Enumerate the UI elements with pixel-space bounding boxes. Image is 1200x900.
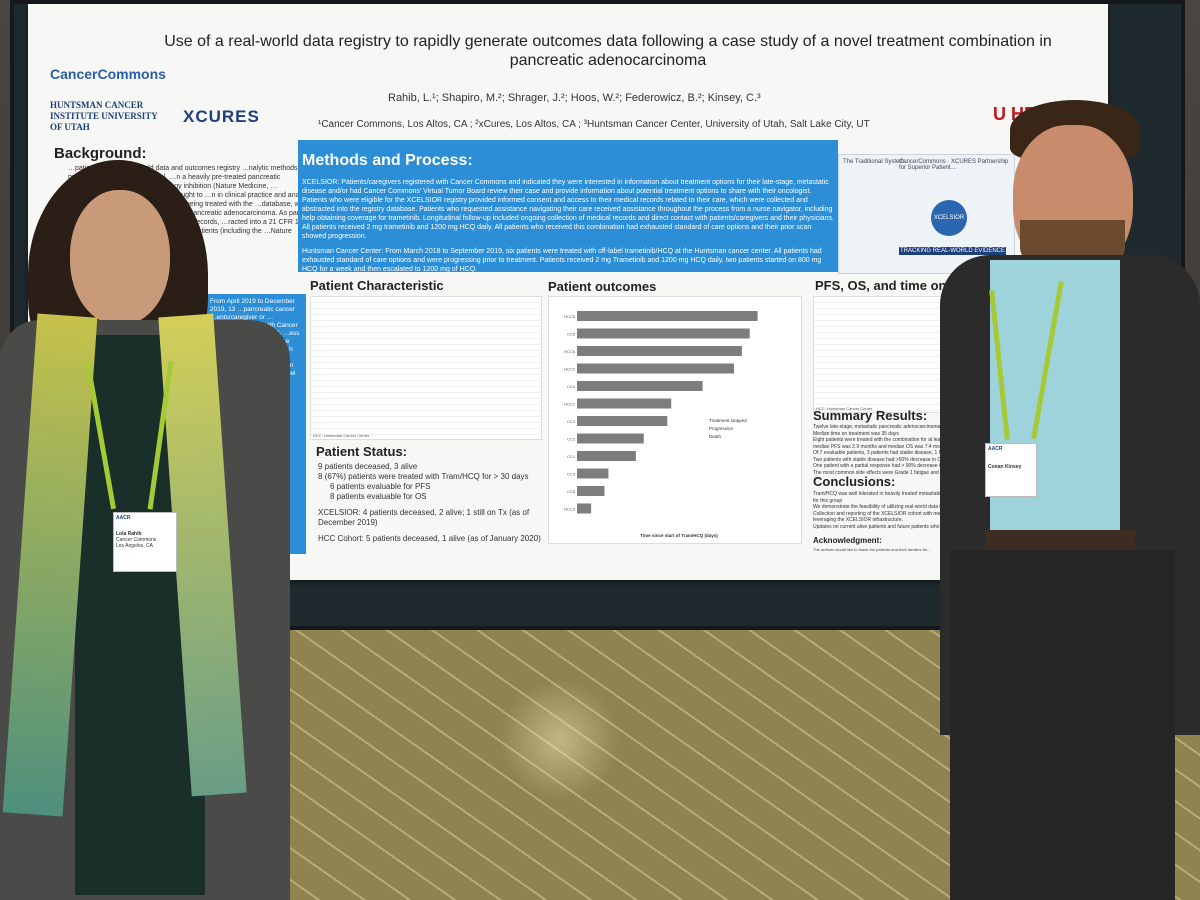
diagram-label: TRACKING REAL-WORLD EVIDENCE	[899, 247, 1007, 255]
summary-item: Of 7 evaluable patients, 3 patients had …	[813, 450, 964, 456]
chart-category-label: HCC5	[564, 314, 576, 319]
chart-bar	[577, 311, 758, 321]
chart-category-label: CC6	[567, 332, 576, 337]
chart-category-label: CC4	[567, 384, 576, 389]
chart-bar	[577, 503, 592, 514]
conclusion-item: Updates on current alive patients and fu…	[813, 523, 963, 530]
badge-org: AACR	[988, 446, 1003, 452]
conclusion-item: Collection and reporting of the XCELSIOR…	[813, 510, 980, 524]
chart-legend-entry: Death	[709, 434, 722, 439]
huntsman-logo: HUNTSMAN CANCER INSTITUTE UNIVERSITY OF …	[50, 100, 158, 132]
acknowledgment-text: The authors would like to thank the pati…	[813, 547, 932, 552]
chart-bar	[577, 451, 636, 461]
conclusions-list: Tram/HCQ was well tolerated in heavily t…	[813, 491, 993, 530]
chart-category-label: CC3	[567, 472, 576, 477]
research-poster: Use of a real-world data registry to rap…	[28, 4, 1108, 580]
trousers	[950, 550, 1175, 900]
status-item: 9 patients deceased, 3 alive	[318, 462, 418, 471]
person-right: AACR Conan Kinsey	[935, 100, 1200, 900]
poster-authors: Rahib, L.¹; Shapiro, M.²; Shrager, J.²; …	[388, 92, 761, 104]
name-badge: AACR Conan Kinsey	[985, 443, 1037, 497]
chart-bar	[577, 328, 750, 339]
status-item: XCELSIOR: 4 patients deceased, 2 alive; …	[318, 508, 530, 527]
chart-bar	[577, 433, 644, 444]
methods-heading: Methods and Process:	[302, 152, 473, 169]
diagram-label: XCELSIOR	[931, 200, 967, 236]
badge-name: Conan Kinsey	[988, 464, 1022, 470]
summary-item: The most common side effects were Grade …	[813, 469, 964, 476]
chart-legend-entry: Progression	[709, 426, 734, 431]
chart-category-label: HCC3	[564, 507, 576, 512]
acknowledgment-heading: Acknowledgment:	[813, 536, 882, 545]
background-heading: Background:	[54, 145, 147, 162]
summary-item: Twelve late-stage, metastatic pancreatic…	[813, 424, 965, 430]
chart-bar	[577, 398, 672, 409]
chart-category-label: CC5	[567, 489, 576, 494]
summary-list: Twelve late-stage, metastatic pancreatic…	[813, 424, 993, 476]
chart-x-axis-label: Time since start of Tram/HCQ (days)	[640, 533, 718, 538]
diagram-label: The Traditional System	[843, 159, 905, 165]
chart-category-label: CC2	[567, 437, 576, 442]
chart-bar	[577, 416, 668, 426]
summary-item: Two patients with stable disease had >50…	[813, 456, 956, 463]
status-subitem: 6 patients evaluable for PFS	[330, 482, 431, 491]
conclusion-item: We demonstrate the feasibility of utiliz…	[813, 504, 960, 510]
summary-item: Eight patients were treated with the com…	[813, 437, 964, 443]
status-item: 8 (67%) patients were treated with Tram/…	[318, 472, 529, 481]
chart-category-label: HCC2	[564, 367, 576, 372]
conclusion-item: Tram/HCQ was well tolerated in heavily t…	[813, 491, 992, 504]
name-badge: AACR Lola Rahib Cancer Commons Los Angel…	[113, 512, 177, 572]
person-left: AACR Lola Rahib Cancer Commons Los Angel…	[0, 150, 300, 900]
chart-legend-entry: Treatment stopped	[709, 418, 747, 423]
face	[70, 190, 170, 325]
badge-name: Lola Rahib	[116, 531, 142, 537]
patient-outcomes-chart: HCC5 CC6 HCC6 HCC2 CC4 HCC1 CC4 CC2 CC1 CC3 CC5 HCC…	[548, 296, 802, 544]
xcures-logo: XCURES	[183, 107, 260, 126]
outcomes-svg: HCC5 CC6 HCC6 HCC2 CC4 HCC1 CC4 CC2 CC1 CC3 CC5 HCC…	[564, 311, 758, 538]
chart-bar	[577, 381, 703, 391]
table-footer: HCC: Huntsman Cancer Center	[313, 433, 370, 438]
chart-category-label: HCC1	[564, 402, 576, 407]
patient-status-list: 9 patients deceased, 3 alive 8 (67%) pat…	[318, 462, 548, 544]
conclusions-heading: Conclusions:	[813, 474, 896, 489]
table-footer: HCC: Huntsman Cancer Center	[816, 406, 873, 411]
methods-panel: Methods and Process: XCELSIOR: Patients/…	[298, 140, 838, 273]
poster-title: Use of a real-world data registry to rap…	[164, 33, 1052, 69]
status-subitem: 8 patients evaluable for OS	[330, 492, 427, 501]
chart-bar	[577, 468, 609, 479]
chart-category-label: CC1	[567, 454, 576, 459]
methods-huntsman-text: Huntsman Cancer Center: From March 2018 …	[302, 248, 822, 273]
badge-org: AACR	[116, 515, 131, 521]
cancer-commons-logo: CancerCommons	[50, 66, 166, 82]
badge-affil: Cancer Commons	[116, 537, 157, 543]
status-item: HCC Cohort: 5 patients deceased, 1 alive…	[318, 534, 541, 543]
methods-xcelsior-text: XCELSIOR: Patients/caregivers registered…	[302, 179, 834, 240]
chart-category-label: HCC6	[564, 349, 576, 354]
poster-affiliations: ¹Cancer Commons, Los Altos, CA ; ²xCures…	[318, 119, 870, 130]
chart-bar	[577, 346, 742, 356]
patient-characteristic-table: HCC: Huntsman Cancer Center	[310, 296, 542, 440]
summary-item: Median time on treatment was 35 days	[813, 430, 899, 437]
belt	[985, 530, 1135, 550]
badge-city: Los Angeles, CA	[116, 543, 153, 549]
summary-item: One patient with a partial response had …	[813, 463, 963, 469]
patient-outcomes-heading: Patient outcomes	[548, 279, 657, 294]
patient-characteristic-heading: Patient Characteristic	[310, 278, 444, 293]
chart-bar	[577, 363, 735, 374]
summary-heading: Summary Results:	[813, 408, 928, 423]
summary-item: median PFS was 2.9 months and median OS …	[813, 443, 950, 450]
diagram-label: CancerCommons · XCURES Partnership for S…	[899, 159, 1009, 171]
chart-bar	[577, 486, 605, 496]
chart-category-label: CC4	[567, 419, 576, 424]
patient-status-heading: Patient Status:	[316, 444, 408, 459]
